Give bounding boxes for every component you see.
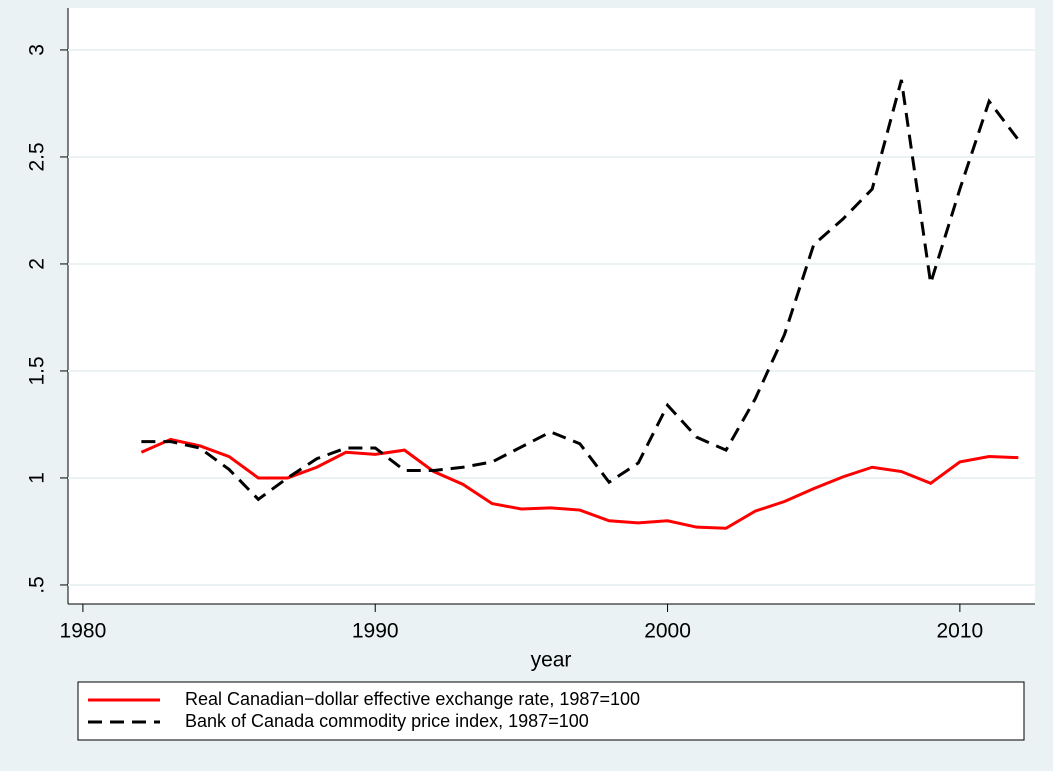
- x-tick-label: 1990: [352, 620, 399, 643]
- legend-label: Real Canadian−dollar effective exchange …: [185, 689, 640, 709]
- y-tick-label: 2: [26, 258, 49, 270]
- y-tick-label: .5: [26, 576, 49, 594]
- y-tick-label: 3: [26, 44, 49, 56]
- series-line: [140, 437, 1019, 530]
- plot-area: [68, 8, 1035, 604]
- x-tick-label: 2000: [644, 620, 691, 643]
- y-tick-label: 1.5: [26, 356, 49, 385]
- x-tick-label: 1980: [60, 620, 107, 643]
- legend-label: Bank of Canada commodity price index, 19…: [185, 711, 589, 731]
- legend: [77, 681, 1025, 741]
- y-tick-label: 2.5: [26, 142, 49, 171]
- series-line: [141, 79, 1020, 502]
- x-tick-label: 2010: [937, 620, 984, 643]
- y-tick-label: 1: [26, 472, 49, 484]
- x-axis-label: year: [531, 649, 572, 672]
